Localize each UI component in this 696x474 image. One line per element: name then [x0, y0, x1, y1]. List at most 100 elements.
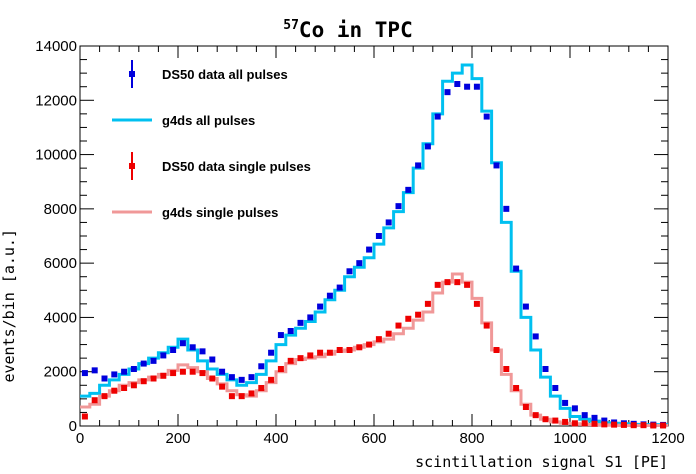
series-data-point	[297, 319, 304, 326]
series-data-point	[91, 367, 98, 374]
series-data-point	[434, 113, 441, 120]
series-data-point	[660, 422, 667, 429]
series-data-point	[307, 314, 314, 321]
series-data-point	[160, 372, 167, 379]
legend-label: DS50 data single pulses	[162, 159, 311, 174]
series-data-point	[111, 371, 118, 378]
series-data-point	[464, 281, 471, 288]
y-tick-label: 2000	[44, 364, 77, 381]
series-data-point	[434, 281, 441, 288]
series-data-point	[552, 417, 559, 424]
series-data-point	[101, 393, 108, 400]
series-data-point	[238, 376, 245, 383]
legend-label: DS50 data all pulses	[162, 67, 288, 82]
series-data-point	[444, 89, 451, 96]
chart-title-superscript: 57	[283, 18, 299, 33]
series-data-point	[375, 336, 382, 343]
series-data-point	[140, 378, 147, 385]
series-data-point	[121, 368, 128, 375]
series-data-point	[336, 347, 343, 353]
series-data-point	[287, 357, 294, 364]
axis-ticks: 0 200 400 600 800 1000 12000200040006000800010…	[35, 38, 684, 447]
legend-marker	[129, 71, 135, 77]
series-data-point	[630, 422, 637, 429]
data-series	[80, 63, 668, 429]
series-data-point	[179, 340, 186, 347]
series-data-point	[366, 246, 373, 253]
series-data-point	[111, 387, 118, 394]
series-data-point	[611, 421, 618, 428]
series-data-point	[199, 348, 206, 355]
legend-label: g4ds all pulses	[162, 113, 255, 128]
series-data-point	[493, 347, 500, 353]
series-data-point	[297, 355, 304, 362]
series-data-point	[473, 300, 480, 307]
chart-title-text: Co in TPC	[299, 18, 413, 42]
series-data-point	[424, 143, 431, 150]
series-data-point	[199, 370, 206, 377]
series-data-point	[317, 349, 324, 356]
series-data-point	[385, 330, 392, 337]
series-data-point	[209, 375, 216, 382]
legend-label: g4ds single pulses	[162, 205, 278, 220]
series-data-point	[385, 219, 392, 226]
series-data-point	[150, 375, 157, 382]
series-data-point	[189, 344, 196, 351]
series-data-point	[581, 420, 588, 427]
series-data-point	[601, 417, 608, 424]
x-tick-label: 200	[165, 430, 190, 447]
series-data-point	[179, 368, 186, 375]
x-tick-label: 1200	[651, 430, 684, 447]
series-data-point	[268, 376, 275, 383]
y-tick-label: 14000	[35, 38, 77, 55]
series-data-point	[366, 341, 373, 348]
series-data-point	[268, 349, 275, 356]
series-data-point	[130, 382, 137, 389]
series-data-point	[189, 368, 196, 375]
series-data-point	[140, 360, 147, 367]
series-data-point	[219, 368, 226, 375]
y-tick-label: 0	[69, 418, 77, 435]
series-data-point	[513, 385, 520, 391]
series-data-point	[130, 366, 137, 372]
series-data-point	[248, 374, 255, 381]
series-data-point	[571, 420, 578, 427]
legend-marker	[129, 163, 135, 169]
series-data-point	[620, 421, 627, 428]
x-tick-label: 400	[263, 430, 288, 447]
series-data-point	[503, 366, 510, 372]
series-data-point	[562, 399, 569, 406]
y-tick-label: 8000	[44, 201, 77, 218]
series-data-point	[160, 352, 167, 359]
series-data-point	[287, 328, 294, 334]
y-tick-label: 6000	[44, 255, 77, 272]
series-data-point	[454, 279, 461, 286]
series-data-point	[522, 404, 529, 410]
series-data-point	[601, 421, 608, 428]
series-data-point	[650, 422, 657, 429]
series-data-point	[228, 374, 235, 381]
series-data-point	[228, 393, 235, 400]
series-step-line	[80, 272, 668, 427]
series-data-point	[483, 322, 490, 329]
series-data-point	[405, 186, 412, 193]
series-data-point	[513, 265, 520, 272]
x-axis-title: scintillation signal S1 [PE]	[415, 453, 668, 471]
series-data-point	[336, 284, 343, 291]
series-data-point	[121, 385, 128, 391]
series-data-point	[581, 412, 588, 419]
series-data-point	[395, 322, 402, 329]
series-data-point	[91, 397, 98, 404]
series-data-point	[326, 349, 333, 356]
series-data-point	[483, 113, 490, 120]
series-data-point	[375, 233, 382, 239]
series-data-point	[542, 366, 549, 372]
series-data-point	[552, 385, 559, 391]
series-data-point	[356, 344, 363, 351]
series-data-point	[209, 356, 216, 363]
series-data-point	[591, 420, 598, 427]
series-data-point	[277, 366, 284, 372]
series-data-point	[493, 162, 500, 169]
series-data-point	[562, 418, 569, 425]
